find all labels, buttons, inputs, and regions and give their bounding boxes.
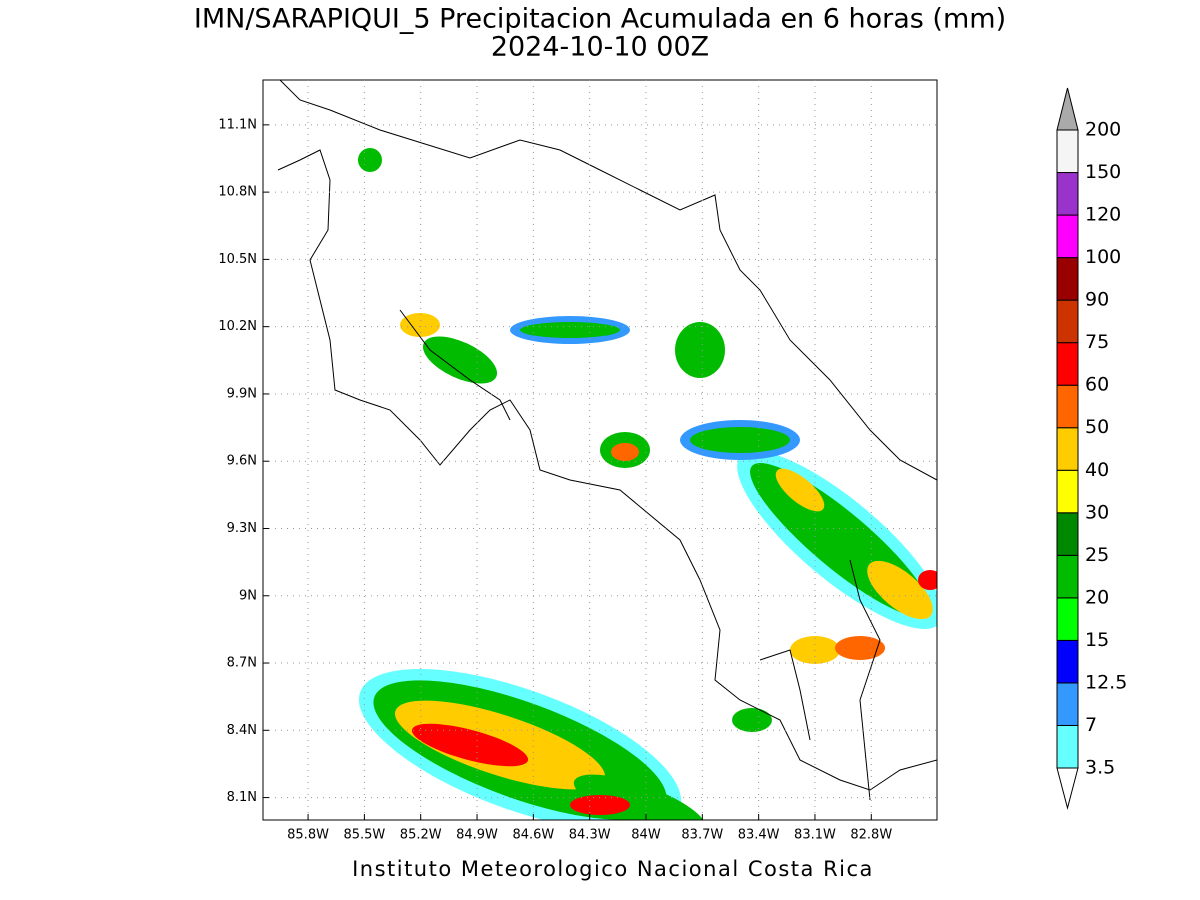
colorbar-box: [1056, 682, 1079, 726]
y-tick-label: 8.7N: [227, 656, 257, 671]
y-tick-label: 10.8N: [218, 185, 257, 200]
precip-area: [570, 795, 630, 815]
colorbar-box: [1056, 299, 1079, 344]
colorbar-box: [1056, 384, 1079, 429]
title: IMN/SARAPIQUI_5 Precipitacion Acumulada …: [194, 4, 1006, 35]
colorbar-label: 3.5: [1085, 757, 1115, 779]
x-tick-label: 83.4W: [738, 828, 780, 843]
precip-area: [732, 708, 772, 732]
colorbar-label: 150: [1085, 161, 1121, 183]
colorbar-label: 60: [1085, 374, 1109, 396]
colorbar-label: 7: [1085, 714, 1097, 736]
y-tick-label: 9N: [239, 588, 257, 603]
coastline: [277, 149, 937, 791]
colorbar-label: 50: [1085, 416, 1109, 438]
colorbar-box: [1056, 427, 1079, 471]
x-tick-label: 85.8W: [287, 828, 329, 843]
colorbar-box: [1056, 554, 1079, 599]
y-tick-label: 9.9N: [227, 386, 257, 401]
coastlines: [277, 80, 937, 801]
x-tick-label: 84.6W: [512, 828, 554, 843]
y-tick-label: 10.5N: [218, 252, 257, 267]
y-tick-label: 8.4N: [227, 723, 257, 738]
colorbar-box: [1056, 257, 1079, 301]
colorbar-box: [1056, 172, 1079, 216]
x-tick-label: 85.5W: [343, 828, 385, 843]
precip-area: [411, 723, 529, 767]
y-tick-label: 11.1N: [218, 117, 257, 132]
colorbar-box: [1056, 597, 1079, 641]
x-tick-label: 83.1W: [794, 828, 836, 843]
precip-area: [690, 427, 790, 453]
subtitle: 2024-10-10 00Z: [491, 32, 709, 63]
plot-frame: [262, 79, 938, 821]
footer: Instituto Meteorologico Nacional Costa R…: [352, 857, 874, 881]
coastline: [759, 649, 811, 741]
y-tick-label: 8.1N: [227, 790, 257, 805]
x-tick-label: 84.3W: [569, 828, 611, 843]
precip-area: [358, 148, 382, 172]
colorbar-label: 100: [1085, 246, 1121, 268]
colorbar-box: [1056, 129, 1079, 174]
precip-area: [520, 322, 620, 338]
colorbar-box: [1056, 214, 1079, 259]
y-tick-label: 10.2N: [218, 319, 257, 334]
precip-area: [675, 322, 725, 378]
colorbar-label: 15: [1085, 629, 1109, 651]
precip-field: [358, 148, 937, 820]
x-tick-label: 83.7W: [681, 828, 723, 843]
colorbar-box: [1056, 724, 1079, 769]
border: [849, 559, 881, 801]
precip-area: [422, 336, 498, 384]
x-tick-label: 84W: [631, 828, 661, 843]
colorbar-label: 90: [1085, 289, 1109, 311]
colorbar-label: 40: [1085, 459, 1109, 481]
precip-area: [918, 570, 937, 590]
colorbar-box: [1056, 469, 1079, 514]
colorbar-label: 20: [1085, 586, 1109, 608]
precip-area: [775, 468, 825, 512]
colorbar-label: 25: [1085, 544, 1109, 566]
colorbar-box: [1056, 639, 1079, 684]
colorbar-low: [1056, 767, 1079, 810]
colorbar-label: 75: [1085, 331, 1109, 353]
coastline: [399, 309, 511, 421]
colorbar-label: 12.5: [1085, 671, 1127, 693]
precip-area: [835, 636, 885, 660]
y-tick-label: 9.3N: [227, 521, 257, 536]
precip-area: [867, 560, 933, 620]
y-tick-label: 9.6N: [227, 454, 257, 469]
colorbar-label: 30: [1085, 501, 1109, 523]
precip-area: [573, 774, 707, 820]
precip-area: [400, 313, 440, 337]
coastline: [279, 80, 937, 481]
x-tick-label: 82.8W: [850, 828, 892, 843]
colorbar-label: 120: [1085, 204, 1121, 226]
colorbar-high: [1056, 87, 1079, 131]
colorbar-box: [1056, 342, 1079, 386]
precip-area: [611, 443, 639, 461]
colorbar-label: 200: [1085, 119, 1121, 141]
x-tick-label: 84.9W: [456, 828, 498, 843]
colorbar-box: [1056, 512, 1079, 556]
x-tick-label: 85.2W: [400, 828, 442, 843]
